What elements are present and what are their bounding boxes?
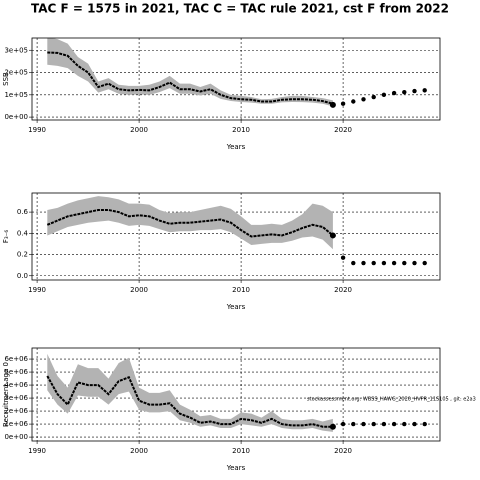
y-tick-label: 2e+05 bbox=[4, 69, 28, 77]
y-tick-label: 0.0 bbox=[17, 272, 28, 280]
projection-point bbox=[340, 101, 346, 106]
estimate-line bbox=[46, 208, 334, 238]
plot-frame bbox=[31, 37, 441, 121]
plot-area bbox=[46, 353, 427, 432]
y-tick-label: 0.2 bbox=[17, 251, 28, 259]
y-tick-label: 0.6 bbox=[17, 208, 29, 216]
projection-point bbox=[371, 260, 376, 266]
confidence-band bbox=[47, 38, 333, 107]
projection-point bbox=[340, 421, 346, 427]
y-tick-label: 0e+00 bbox=[4, 433, 28, 441]
projection-point bbox=[422, 260, 427, 266]
y-tick-label: 5e+06 bbox=[4, 368, 28, 376]
projection-point bbox=[329, 232, 336, 239]
x-tick-label: 2000 bbox=[130, 447, 148, 455]
projection-point bbox=[371, 94, 376, 100]
projection-point bbox=[361, 421, 366, 427]
projection-point bbox=[381, 260, 387, 266]
x-tick-label: 1990 bbox=[28, 447, 46, 455]
projection-point bbox=[361, 97, 366, 102]
x-axis-label: Years bbox=[226, 303, 246, 311]
projection-point bbox=[329, 423, 336, 430]
estimate-line bbox=[46, 375, 333, 428]
projection-point bbox=[351, 421, 356, 427]
y-axis-label: SSB bbox=[2, 72, 10, 86]
projection-point bbox=[391, 421, 397, 427]
plot-frame bbox=[31, 347, 441, 442]
projection-point bbox=[412, 260, 417, 266]
annotation: stockassessment.org: WBSS_HAWG_2020_HVPR… bbox=[307, 397, 476, 403]
y-axis-label: F₃₋₆ bbox=[2, 230, 10, 244]
x-tick-label: 2010 bbox=[232, 447, 250, 455]
y-tick-label: 3e+06 bbox=[4, 394, 28, 402]
plot-area bbox=[46, 196, 427, 266]
projection-point bbox=[422, 421, 427, 427]
y-tick-label: 3e+05 bbox=[4, 46, 28, 54]
y-tick-label: 0.4 bbox=[17, 229, 29, 237]
projection-point bbox=[422, 88, 427, 93]
plot-frame bbox=[31, 192, 441, 281]
figure-title: TAC F = 1575 in 2021, TAC C = TAC rule 2… bbox=[31, 2, 449, 16]
y-tick-label: 1e+06 bbox=[4, 420, 28, 428]
x-tick-label: 2020 bbox=[334, 126, 352, 134]
y-tick-label: 1e+05 bbox=[4, 91, 28, 99]
y-tick-label: 6e+06 bbox=[4, 355, 28, 363]
projection-point bbox=[402, 89, 407, 95]
x-tick-label: 2000 bbox=[130, 126, 148, 134]
projection-point bbox=[391, 260, 397, 266]
y-tick-label: 4e+06 bbox=[4, 381, 28, 389]
y-tick-label: 0e+00 bbox=[4, 113, 28, 121]
y-tick-label: 2e+06 bbox=[4, 407, 28, 415]
confidence-band bbox=[47, 353, 333, 432]
x-tick-label: 2010 bbox=[232, 286, 250, 294]
estimate-line bbox=[47, 51, 334, 105]
projection-point bbox=[412, 88, 417, 94]
projection-point bbox=[402, 421, 407, 427]
x-tick-label: 2010 bbox=[232, 126, 250, 134]
x-tick-label: 2020 bbox=[334, 286, 352, 294]
x-tick-label: 2000 bbox=[130, 286, 148, 294]
projection-point bbox=[371, 421, 376, 427]
projection-point bbox=[391, 90, 397, 96]
plot-area bbox=[47, 38, 427, 108]
projection-point bbox=[329, 101, 336, 108]
projection-point bbox=[381, 421, 387, 427]
projection-point bbox=[402, 260, 407, 266]
x-tick-label: 2020 bbox=[334, 447, 352, 455]
x-axis-label: Years bbox=[226, 143, 246, 151]
projection-point bbox=[340, 255, 346, 260]
projection-point bbox=[381, 92, 387, 98]
x-tick-label: 1990 bbox=[28, 126, 46, 134]
projection-point bbox=[412, 421, 417, 427]
projection-point bbox=[361, 260, 366, 266]
projection-point bbox=[351, 260, 356, 266]
x-axis-label: Years bbox=[226, 464, 246, 472]
y-axis-label: Recruitment age 0 bbox=[2, 362, 10, 427]
x-tick-label: 1990 bbox=[28, 286, 46, 294]
projection-point bbox=[351, 99, 356, 104]
